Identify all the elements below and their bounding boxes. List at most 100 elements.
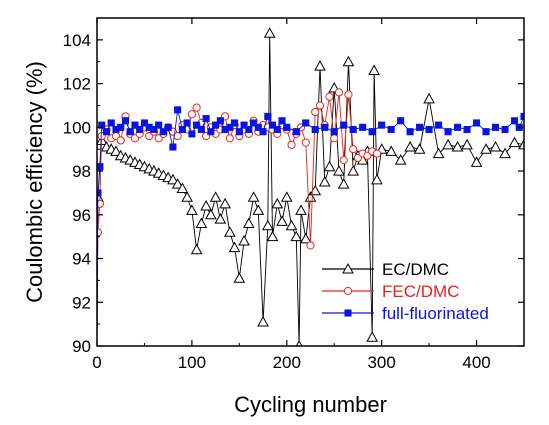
data-point	[240, 121, 248, 129]
x-tick-label: 0	[92, 353, 101, 372]
data-point	[183, 119, 191, 127]
data-point	[333, 165, 345, 176]
data-point	[278, 117, 286, 125]
data-point	[510, 117, 519, 125]
data-point	[164, 123, 172, 131]
legend-marker	[344, 309, 352, 317]
data-point	[325, 92, 334, 101]
data-point	[292, 128, 300, 136]
data-point	[480, 143, 492, 154]
data-point	[186, 204, 198, 215]
x-tick-label: 400	[462, 353, 490, 372]
data-point	[372, 149, 382, 158]
data-point	[366, 331, 379, 342]
data-point	[311, 107, 320, 117]
data-point	[406, 128, 414, 136]
data-point	[306, 241, 315, 250]
data-point	[371, 173, 383, 185]
data-point	[216, 117, 224, 125]
data-point	[173, 131, 182, 141]
data-point	[451, 140, 464, 152]
y-tick-label: 90	[72, 337, 91, 356]
data-point	[285, 219, 298, 231]
data-point	[283, 123, 291, 131]
data-point	[461, 138, 473, 150]
data-point	[121, 117, 130, 125]
data-point	[435, 121, 443, 129]
legend-marker	[342, 262, 354, 274]
data-point	[228, 241, 241, 253]
y-tick-label: 92	[72, 293, 91, 312]
data-point	[150, 125, 158, 134]
data-point	[97, 199, 104, 208]
axes: 0 100 200 300 400 90 92 94 96 98 100 102 104	[63, 18, 524, 372]
data-point	[117, 123, 125, 131]
x-tick-label: 200	[273, 353, 301, 372]
data-point	[520, 112, 524, 120]
x-tick-label: 100	[178, 353, 206, 372]
data-point	[347, 165, 360, 176]
data-point	[193, 121, 201, 129]
data-point	[423, 92, 435, 104]
y-axis-title: Coulombic efficiency (%)	[22, 61, 47, 303]
y-tick-label: 100	[63, 118, 91, 137]
data-point	[385, 145, 398, 156]
data-point	[339, 156, 348, 165]
data-point	[454, 123, 462, 131]
data-point	[259, 128, 267, 136]
data-point	[116, 136, 125, 145]
data-point	[501, 125, 509, 134]
data-point	[323, 160, 336, 172]
data-point	[271, 197, 284, 209]
data-point	[349, 125, 357, 134]
data-point	[442, 138, 454, 150]
data-point	[226, 123, 234, 131]
data-point	[176, 182, 189, 194]
data-point	[309, 184, 322, 196]
data-point	[110, 145, 122, 156]
data-point	[192, 103, 201, 112]
data-point	[219, 197, 231, 209]
data-point	[463, 125, 471, 134]
data-point	[261, 219, 274, 231]
data-point	[233, 272, 246, 283]
data-point	[205, 208, 217, 220]
data-point	[394, 154, 407, 165]
data-point	[404, 140, 416, 152]
data-point	[499, 147, 511, 159]
data-point	[368, 128, 376, 136]
data-point	[342, 55, 355, 67]
data-point	[159, 128, 167, 136]
y-tick-label: 94	[72, 250, 91, 269]
data-point	[340, 121, 348, 129]
series-line	[97, 33, 524, 346]
data-point	[489, 140, 502, 152]
legend: EC/DMC FEC/DMC full-fluorinated	[322, 260, 489, 323]
data-point	[187, 110, 196, 119]
data-point	[444, 128, 452, 136]
data-point	[387, 125, 395, 134]
data-point	[482, 128, 490, 136]
data-point	[518, 138, 524, 150]
data-point	[212, 121, 220, 129]
data-point	[311, 125, 319, 134]
series-2	[97, 106, 524, 346]
data-point	[223, 226, 236, 237]
y-tick-label: 104	[63, 31, 91, 50]
data-point	[314, 60, 326, 71]
legend-marker	[343, 286, 353, 296]
data-point	[252, 204, 265, 215]
data-point	[397, 117, 405, 125]
data-point	[97, 163, 104, 171]
y-tick-label: 98	[72, 162, 91, 181]
data-point	[344, 90, 353, 99]
legend-label: full-fluorinated	[382, 304, 489, 323]
y-tick-label: 96	[72, 206, 91, 225]
series-0	[97, 27, 524, 346]
data-point	[330, 128, 338, 136]
data-point	[126, 128, 134, 136]
data-point	[416, 123, 424, 131]
data-point	[299, 232, 312, 244]
data-point	[102, 128, 111, 136]
data-point	[242, 217, 255, 229]
